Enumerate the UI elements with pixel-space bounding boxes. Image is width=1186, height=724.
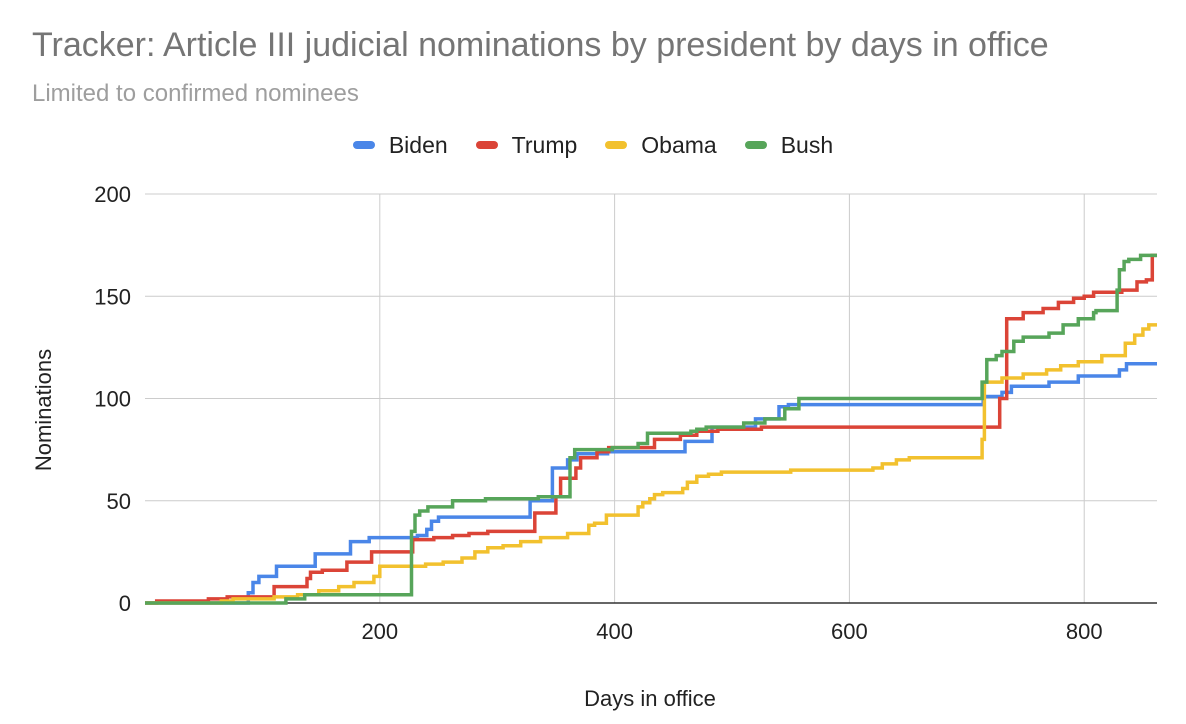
legend-item-trump: Trump	[475, 131, 578, 159]
series-line-trump	[145, 253, 1157, 605]
legend-label: Obama	[641, 131, 717, 158]
legend-label: Bush	[780, 131, 834, 158]
x-axis-label: Days in office	[584, 686, 716, 711]
legend-item-obama: Obama	[605, 131, 717, 159]
series-line-obama	[145, 323, 1157, 605]
x-tick-label: 800	[1066, 619, 1103, 644]
legend-swatch	[475, 141, 498, 149]
x-tick-label: 600	[831, 619, 868, 644]
legend-swatch	[744, 141, 767, 149]
legend-label: Biden	[388, 131, 448, 158]
chart-title: Tracker: Article III judicial nomination…	[32, 26, 1049, 64]
y-tick-label: 100	[94, 387, 131, 412]
chart-legend: Biden Trump Obama Bush	[0, 130, 1186, 160]
series-line-bush	[145, 253, 1157, 605]
chart-subtitle: Limited to confirmed nominees	[32, 80, 359, 107]
y-tick-label: 150	[94, 284, 131, 309]
x-tick-label: 400	[596, 619, 633, 644]
series-line-biden	[145, 361, 1157, 605]
y-axis-label: Nominations	[31, 348, 56, 472]
y-tick-label: 50	[107, 489, 131, 514]
y-tick-label: 0	[119, 591, 131, 616]
legend-label: Trump	[511, 131, 578, 158]
legend-swatch	[352, 141, 375, 149]
legend-item-biden: Biden	[352, 131, 448, 159]
y-tick-label: 200	[94, 182, 131, 207]
x-tick-label: 200	[361, 619, 398, 644]
legend-swatch	[605, 141, 628, 149]
legend-item-bush: Bush	[744, 131, 834, 159]
